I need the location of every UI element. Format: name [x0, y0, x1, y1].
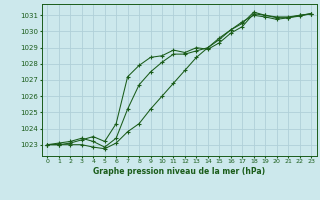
X-axis label: Graphe pression niveau de la mer (hPa): Graphe pression niveau de la mer (hPa)	[93, 167, 265, 176]
